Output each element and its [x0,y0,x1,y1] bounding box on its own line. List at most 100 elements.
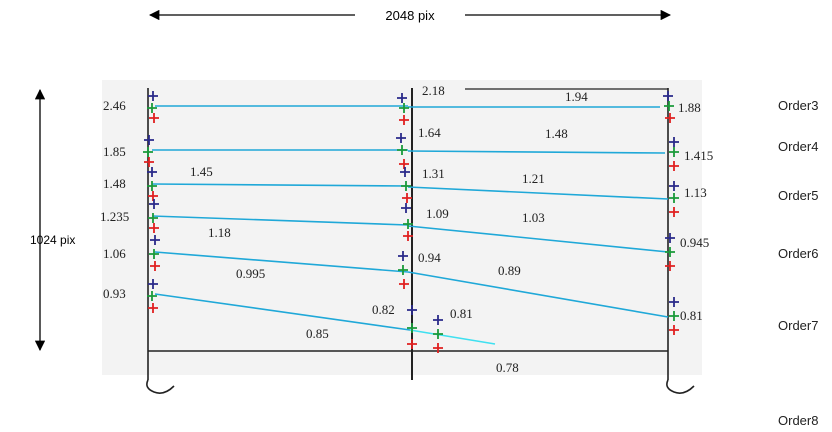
right-values: 1.88 1.415 1.13 0.945 0.81 [678,100,713,323]
plus-marker [663,91,673,101]
plus-marker [665,261,675,271]
plus-marker [399,103,409,113]
center-value: 2.18 [422,83,445,98]
plus-marker [403,231,413,241]
plus-marker [149,199,159,209]
order-label: Order5 [778,188,818,203]
plus-marker [401,203,411,213]
plus-marker [665,233,675,243]
plus-marker [148,303,158,313]
left-break-curve [146,379,175,394]
plus-marker [669,193,679,203]
plus-marker [669,137,679,147]
right-break-curve [666,379,695,394]
plus-marker [397,145,407,155]
segment-value: 1.03 [522,210,545,225]
order-line [151,215,409,226]
segment-value: 0.89 [498,263,521,278]
segment-value: 1.48 [545,126,568,141]
segment-values: 1.94 1.48 1.45 1.21 1.18 1.03 0.995 0.89… [190,89,588,341]
height-label: 1024 pix [30,233,75,247]
plus-marker [399,159,409,169]
left-value: 2.46 [103,98,126,113]
plus-marker [669,147,679,157]
left-value: 0.93 [103,286,126,301]
order-label: Order7 [778,318,818,333]
plus-marker [149,249,159,259]
plus-marker [148,279,158,289]
order-line [407,150,666,154]
right-value: 0.81 [680,308,703,323]
order-line [154,251,409,273]
right-value: 1.13 [684,185,707,200]
plus-marker [147,291,157,301]
right-value: 1.88 [678,100,701,115]
plus-marker [149,223,159,233]
plus-marker [407,339,417,349]
width-dimension: 2048 pix [148,8,672,23]
plus-marker [144,157,154,167]
order-label: Order8 [778,413,818,428]
plus-marker [669,207,679,217]
plus-marker [150,235,160,245]
center-value: 1.09 [426,206,449,221]
plus-marker [143,147,153,157]
right-value: 0.945 [680,235,709,250]
segment-value: 0.995 [236,266,265,281]
height-dimension: 1024 pix [30,88,75,352]
center-value: 1.31 [422,166,445,181]
plus-marker [433,343,443,353]
plus-marker [148,191,158,201]
left-value: 1.235 [100,209,129,224]
segment-value: 1.94 [565,89,588,104]
plus-marker [398,251,408,261]
plus-marker [401,181,411,191]
plus-marker [150,261,160,271]
plus-marker [665,113,675,123]
order-line [409,329,496,345]
width-label: 2048 pix [385,8,435,23]
left-values: 2.46 1.85 1.48 1.235 1.06 0.93 [100,98,129,301]
segment-value: 1.45 [190,164,213,179]
order-label: Order6 [778,246,818,261]
order-line [407,225,669,253]
center-value: 0.78 [496,360,519,375]
left-value: 1.85 [103,144,126,159]
plus-marker [399,115,409,125]
right-value: 1.415 [684,148,713,163]
plus-marker [148,213,158,223]
calibration-markers [143,91,679,353]
plus-marker [669,325,679,335]
plus-marker [433,329,443,339]
left-value: 1.48 [103,176,126,191]
plus-marker [148,91,158,101]
frame [146,88,695,394]
plus-marker [147,103,157,113]
plus-marker [400,167,410,177]
left-value: 1.06 [103,246,126,261]
plus-marker [147,181,157,191]
segment-value: 0.85 [306,326,329,341]
plus-marker [669,181,679,191]
plus-marker [665,247,675,257]
plus-marker [399,279,409,289]
order-line [154,293,411,331]
segment-value: 1.21 [522,171,545,186]
center-value: 0.82 [372,302,395,317]
plus-marker [402,193,412,203]
plus-marker [664,101,674,111]
plus-marker [403,219,413,229]
plus-marker [397,93,407,103]
plus-marker [396,133,406,143]
plus-marker [407,305,417,315]
order-line [151,183,409,187]
plus-marker [433,315,443,325]
center-value: 0.94 [418,250,441,265]
plus-marker [147,167,157,177]
plot-background [102,80,702,375]
plus-marker [669,311,679,321]
order-lines [151,105,669,345]
segment-value: 1.18 [208,225,231,240]
plus-marker [398,265,408,275]
